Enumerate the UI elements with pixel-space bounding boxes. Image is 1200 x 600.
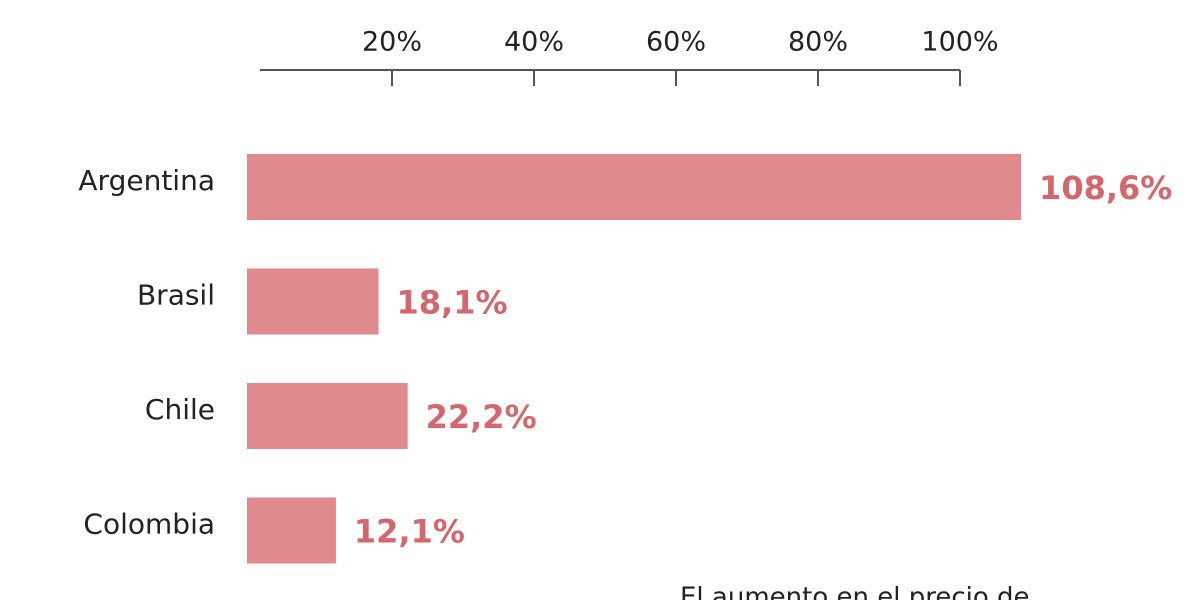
value-label: 108,6% — [1039, 169, 1172, 207]
category-label: Colombia — [83, 508, 215, 541]
category-label: Chile — [145, 393, 215, 426]
x-tick-label: 40% — [504, 27, 564, 58]
x-tick-label: 100% — [921, 27, 998, 58]
annotation: El aumento en el precio de — [680, 583, 1030, 600]
category-label: Argentina — [78, 164, 215, 197]
bar — [247, 154, 1022, 220]
bar — [247, 497, 336, 564]
category-label: Brasil — [137, 279, 215, 312]
x-tick-label: 20% — [362, 27, 422, 58]
bar — [247, 383, 408, 449]
value-label: 18,1% — [397, 284, 508, 322]
value-label: 22,2% — [426, 398, 537, 436]
bar — [247, 268, 379, 335]
x-tick-label: 80% — [788, 27, 848, 58]
x-tick-label: 60% — [646, 27, 706, 58]
value-label: 12,1% — [354, 513, 465, 551]
